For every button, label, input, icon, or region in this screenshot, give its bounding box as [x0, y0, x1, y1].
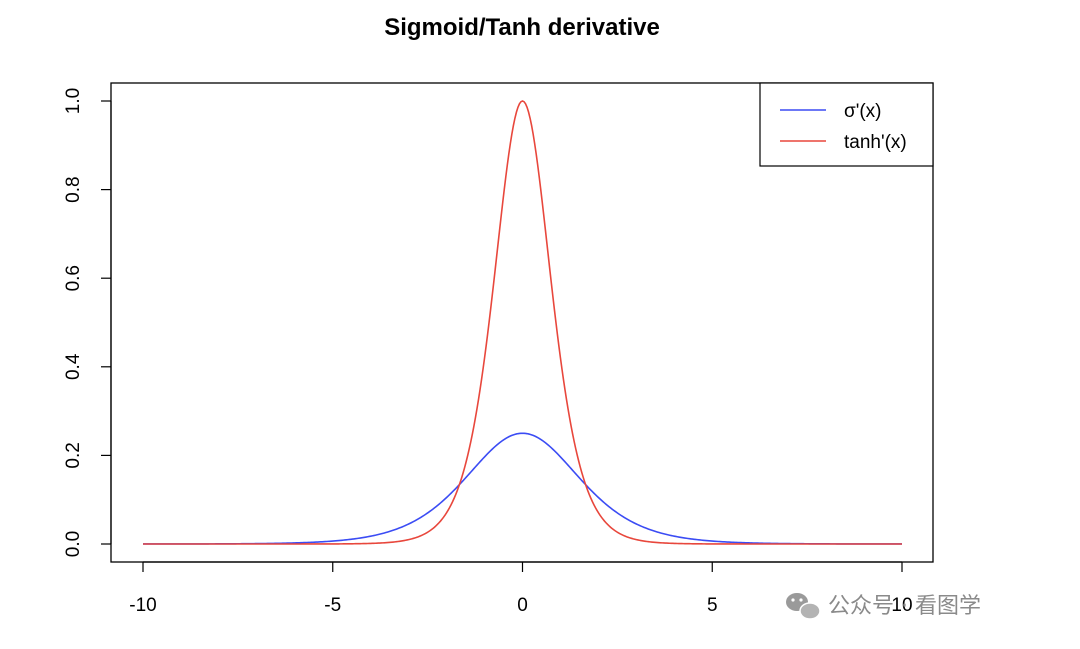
y-tick-label: 0.0 — [63, 531, 84, 557]
legend-box — [759, 82, 934, 167]
x-axis: -10 -5 0 5 10 — [129, 561, 913, 616]
y-tick-label: 1.0 — [63, 88, 84, 114]
y-axis: 0.0 0.2 0.4 0.6 0.8 1.0 — [63, 88, 112, 557]
x-tick-label: -5 — [324, 595, 341, 616]
chart-title: Sigmoid/Tanh derivative — [384, 14, 660, 41]
series-line-tanh — [143, 100, 902, 545]
x-tick-label: 10 — [891, 595, 912, 616]
wechat-icon — [786, 593, 821, 620]
x-tick-label: 5 — [707, 595, 718, 616]
y-tick-label: 0.2 — [63, 442, 84, 468]
watermark: 公众号 · 看图学 — [786, 593, 981, 620]
y-tick-label: 0.4 — [63, 353, 84, 380]
legend: σ'(x) tanh'(x) — [759, 82, 934, 167]
legend-label-sigmoid: σ'(x) — [844, 101, 882, 122]
watermark-text: 公众号 · 看图学 — [828, 594, 981, 619]
series-line-sigmoid — [143, 432, 902, 545]
y-tick-label: 0.8 — [63, 176, 84, 202]
legend-label-tanh: tanh'(x) — [844, 132, 907, 153]
y-tick-label: 0.6 — [63, 265, 84, 291]
series-layer — [143, 100, 902, 545]
x-tick-label: 0 — [517, 595, 528, 616]
x-tick-label: -10 — [129, 595, 156, 616]
